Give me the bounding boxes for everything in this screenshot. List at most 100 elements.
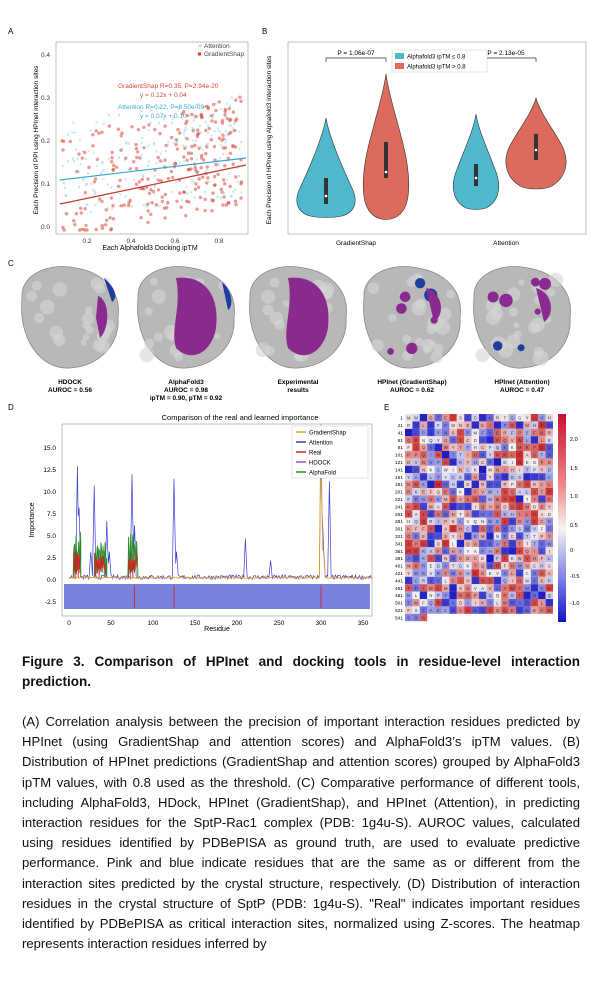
heatmap-cell <box>493 436 502 444</box>
heatmap-cell <box>434 569 442 577</box>
residue-letter: L <box>548 556 551 561</box>
heatmap-cell <box>449 532 457 540</box>
residue-letter: H <box>466 571 469 576</box>
residue-letter: T <box>474 564 477 569</box>
surface-texture <box>518 279 525 286</box>
attention-point: × <box>192 138 195 144</box>
heatmap-cell <box>405 488 413 496</box>
residue-letter: C <box>518 504 521 509</box>
heatmap-cell <box>508 495 516 503</box>
heatmap-row-label: 501 <box>395 601 403 607</box>
residue-letter: K <box>459 460 462 465</box>
residue-letter: W <box>488 519 492 524</box>
heatmap-cell <box>434 591 442 599</box>
attention-point: × <box>192 180 195 186</box>
residue-letter: R <box>533 482 536 487</box>
gradientshap-point <box>109 196 114 200</box>
heatmap-cell <box>419 495 428 503</box>
residue-letter: F <box>541 460 544 465</box>
residue-letter: H <box>474 445 477 450</box>
attention-point: × <box>199 144 202 150</box>
heatmap-cell <box>434 539 442 548</box>
residue-letter: C <box>548 497 551 502</box>
surface-texture <box>31 280 42 291</box>
heatmap-cell <box>434 414 442 422</box>
heatmap-cell <box>405 532 413 540</box>
heatmap-cell <box>434 532 442 540</box>
gradientshap-point <box>80 156 85 160</box>
heatmap-cell <box>538 458 546 466</box>
heatmap-cell <box>538 554 546 562</box>
residue-letter: T <box>459 445 462 450</box>
residue-letter: E <box>504 541 507 546</box>
residue-letter: E <box>422 490 425 495</box>
heatmap-cell <box>419 576 428 585</box>
attention-point: × <box>89 210 92 216</box>
legend-attention: Attention <box>309 441 333 447</box>
residue-letter: K <box>481 423 484 428</box>
attention-point: × <box>149 120 152 126</box>
figure-canvas: A ××××××××××××××××××××××××××××××××××××××… <box>8 27 587 633</box>
attention-point: × <box>218 129 221 135</box>
gradientshap-point <box>130 125 134 129</box>
attention-point: × <box>216 126 219 132</box>
attention-point: × <box>184 135 187 141</box>
gradientshap-point <box>77 152 81 156</box>
heatmap-cell <box>427 436 435 444</box>
attention-point: × <box>195 158 198 164</box>
attention-point: × <box>203 105 206 111</box>
attention-point: × <box>142 203 145 209</box>
surface-texture <box>144 307 153 316</box>
heatmap-cell <box>412 525 420 533</box>
protein-structure <box>21 266 119 369</box>
figure-caption-title: Figure 3. Comparison of HPInet and docki… <box>22 654 580 689</box>
gradientshap-point <box>182 109 186 114</box>
attention-point: × <box>213 129 216 135</box>
residue-letter: G <box>511 423 514 428</box>
heatmap-cell <box>486 576 494 585</box>
residue-letter: T <box>489 601 492 606</box>
heatmap-cell <box>434 517 442 525</box>
gradientshap-point <box>222 195 226 199</box>
panel-d-legend: GradientShap Attention Real HDOCK AlphaF… <box>291 425 369 479</box>
heatmap-row-label: 541 <box>395 615 403 621</box>
attention-point: × <box>226 101 229 107</box>
heatmap-cell <box>516 562 524 570</box>
heatmap-cell <box>486 532 494 540</box>
residue-letter: R <box>422 549 425 554</box>
residue-letter: Q <box>525 549 529 554</box>
gradientshap-point <box>200 153 204 158</box>
attention-point: × <box>67 159 70 165</box>
residue-letter: H <box>511 512 514 517</box>
attention-point: × <box>119 184 122 190</box>
residue-letter: Q <box>429 601 433 606</box>
attention-point: × <box>193 142 196 148</box>
residue-letter: S <box>533 453 536 458</box>
heatmap-cell <box>442 443 450 451</box>
heatmap-cell <box>456 547 465 555</box>
gradientshap-point <box>116 184 121 188</box>
residue-letter: S <box>511 527 514 532</box>
gradientshap-point <box>206 176 210 180</box>
heatmap-cell <box>516 495 524 503</box>
heatmap-row-label: 181 <box>395 482 403 488</box>
residue-letter: Y <box>541 608 544 613</box>
gradientshap-point <box>205 145 209 149</box>
heatmap-cell <box>545 451 553 459</box>
residue-letter: N <box>452 460 455 465</box>
heatmap-cell <box>405 569 413 577</box>
attention-point: × <box>64 193 67 199</box>
residue-letter: C <box>444 608 447 613</box>
residue-letter: E <box>407 578 410 583</box>
residue-letter: C <box>496 482 499 487</box>
heatmap-cell <box>442 428 450 437</box>
heatmap-cell <box>508 539 516 548</box>
gradientshap-point <box>128 198 132 203</box>
residue-letter: G <box>474 423 477 428</box>
heatmap-cell <box>523 539 531 548</box>
residue-letter: C <box>466 467 469 472</box>
residue-letter: H <box>548 416 551 421</box>
residue-letter: Y <box>415 549 418 554</box>
residue-letter: V <box>437 578 440 583</box>
heatmap-row-label: 221 <box>395 497 403 503</box>
